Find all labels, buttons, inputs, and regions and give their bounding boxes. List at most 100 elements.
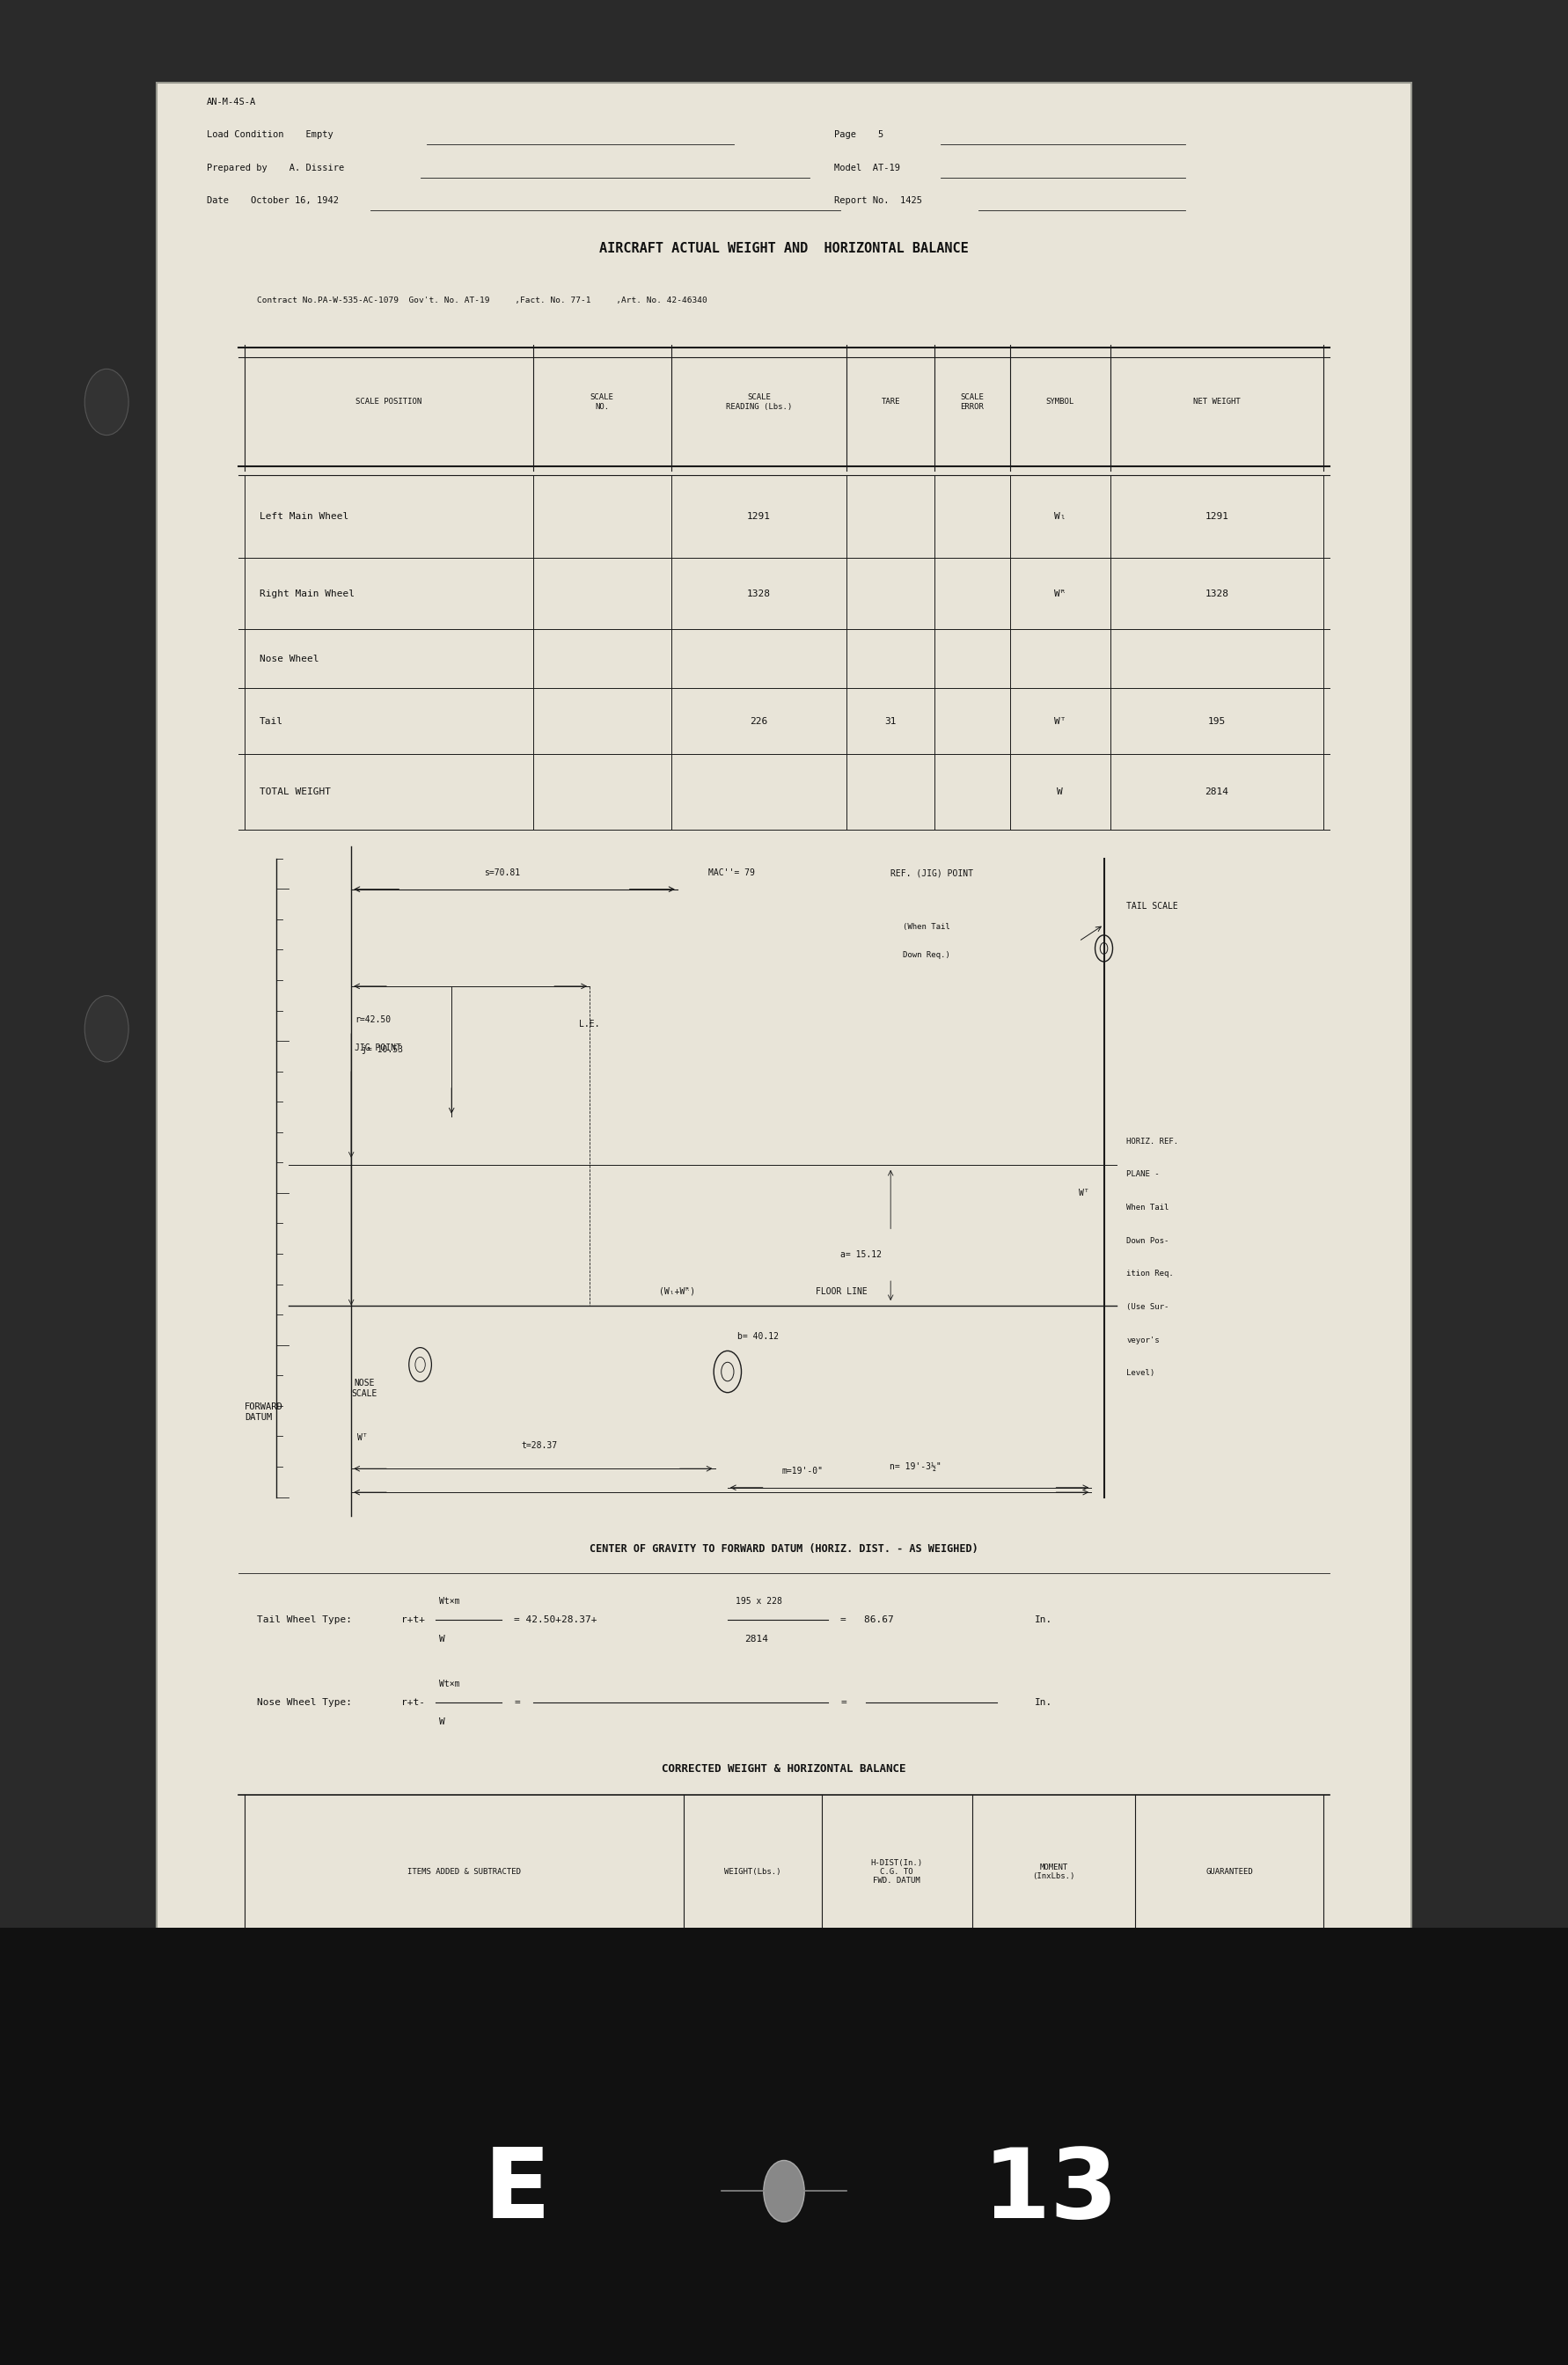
Text: b= 40.12: b= 40.12 xyxy=(737,1331,779,1341)
Text: Aircraft as Weighed: Aircraft as Weighed xyxy=(260,1984,373,1994)
Text: MAC''= 79: MAC''= 79 xyxy=(709,868,756,877)
Text: 13: 13 xyxy=(983,2145,1118,2237)
Text: 31: 31 xyxy=(884,717,897,726)
Text: =: = xyxy=(514,1698,521,1708)
Text: EMPTY: EMPTY xyxy=(339,2195,368,2204)
Text: 2814: 2814 xyxy=(1204,788,1229,797)
FancyBboxPatch shape xyxy=(157,83,1411,1951)
Text: Wt×m: Wt×m xyxy=(439,1596,459,1606)
Text: 257730: 257730 xyxy=(1036,2270,1071,2280)
Text: r=42.50: r=42.50 xyxy=(354,1015,390,1024)
Text: FORWARD
DATUM: FORWARD DATUM xyxy=(245,1402,284,1421)
Text: Load Condition    Empty: Load Condition Empty xyxy=(207,130,334,140)
Text: W: W xyxy=(439,1634,445,1644)
Text: 16713: 16713 xyxy=(1040,2053,1068,2062)
Text: =: = xyxy=(840,1698,847,1708)
Text: Left Main Wheel: Left Main Wheel xyxy=(260,513,348,520)
Text: In.: In. xyxy=(1035,1615,1052,1625)
Text: Report No.  1425: Report No. 1425 xyxy=(834,196,922,206)
Text: AIRCRAFT ACTUAL WEIGHT AND  HORIZONTAL BALANCE: AIRCRAFT ACTUAL WEIGHT AND HORIZONTAL BA… xyxy=(599,241,969,255)
Text: Nose Wheel: Nose Wheel xyxy=(260,655,318,662)
Text: 1328: 1328 xyxy=(1204,589,1229,598)
Text: t=28.37: t=28.37 xyxy=(521,1440,558,1450)
Text: GUARANTEED: GUARANTEED xyxy=(1206,1868,1253,1875)
Text: W: W xyxy=(439,1717,445,1726)
Text: MOMENT
(InxLbs.): MOMENT (InxLbs.) xyxy=(1032,1864,1076,1880)
Text: n= 19'-3½": n= 19'-3½" xyxy=(891,1462,941,1471)
Text: Down Req.): Down Req.) xyxy=(903,951,950,960)
Text: Wᵀ: Wᵀ xyxy=(1054,717,1066,726)
Text: Wᴿ: Wᴿ xyxy=(1054,589,1066,598)
Text: Wᵀ: Wᵀ xyxy=(358,1433,368,1443)
Text: Wᵀ: Wᵀ xyxy=(1079,1190,1088,1197)
Text: 2814: 2814 xyxy=(740,1984,765,1994)
Text: (53.2: (53.2 xyxy=(883,2121,911,2131)
Text: r+t-: r+t- xyxy=(401,1698,425,1708)
Text: WEIGHT: WEIGHT xyxy=(420,2195,456,2204)
Text: ITEMS ADDED & SUBTRACTED: ITEMS ADDED & SUBTRACTED xyxy=(408,1868,521,1875)
Text: Nose Wheel Type:: Nose Wheel Type: xyxy=(257,1698,353,1708)
Text: (Wₗ+Wᴿ): (Wₗ+Wᴿ) xyxy=(659,1287,696,1296)
Text: BALANCE  =  (H-Dist.) - s  =89.53-70.81 =23.7 % M.A.C.    to     % M.A.C.: BALANCE = (H-Dist.) - s =89.53-70.81 =23… xyxy=(257,2341,659,2351)
Text: TOTAL WEIGHT: TOTAL WEIGHT xyxy=(260,788,331,797)
Text: SYMBOL: SYMBOL xyxy=(1046,397,1074,407)
Text: NOSE
SCALE: NOSE SCALE xyxy=(351,1379,376,1398)
Text: veyor's: veyor's xyxy=(1126,1336,1160,1343)
Text: L.E.: L.E. xyxy=(579,1019,601,1029)
Text: -54: -54 xyxy=(743,2121,762,2131)
Text: Down Pos-: Down Pos- xyxy=(1126,1237,1170,1244)
Circle shape xyxy=(85,996,129,1062)
Text: 1291: 1291 xyxy=(1204,513,1229,520)
Text: Prepared by    A. Dissire: Prepared by A. Dissire xyxy=(207,163,345,173)
Text: W: W xyxy=(1057,788,1063,797)
Text: When Tail: When Tail xyxy=(1126,1204,1170,1211)
Text: Wt×m: Wt×m xyxy=(439,1679,459,1689)
Text: AN-M-4S-A: AN-M-4S-A xyxy=(207,97,257,106)
Text: CENTER OF GRAVITY TO FORWARD DATUM (HORIZ. DIST. - AS WEIGHED): CENTER OF GRAVITY TO FORWARD DATUM (HORI… xyxy=(590,1544,978,1554)
Text: In.: In. xyxy=(1035,1698,1052,1708)
Text: Plus - See Pages: Plus - See Pages xyxy=(260,2053,354,2062)
Text: 1328: 1328 xyxy=(746,589,771,598)
Text: Page    5: Page 5 xyxy=(834,130,884,140)
Text: Level): Level) xyxy=(1126,1369,1154,1376)
Text: 195: 195 xyxy=(1207,717,1226,726)
Text: (When Tail: (When Tail xyxy=(903,922,950,932)
Text: a= 15.12: a= 15.12 xyxy=(840,1251,881,1258)
Text: (Use Sur-: (Use Sur- xyxy=(1126,1303,1170,1310)
Text: 2878.7: 2878.7 xyxy=(735,2270,770,2280)
Text: NET WEIGHT: NET WEIGHT xyxy=(1193,397,1240,407)
Text: FLOOR LINE: FLOOR LINE xyxy=(815,1287,867,1296)
Circle shape xyxy=(764,2162,804,2223)
Text: 118.7: 118.7 xyxy=(739,2053,767,2062)
Text: Wₗ: Wₗ xyxy=(1054,513,1066,520)
Text: Minus - See Pages: Minus - See Pages xyxy=(260,2121,361,2131)
Text: 243889: 243889 xyxy=(1036,1984,1071,1994)
Text: PLANE -: PLANE - xyxy=(1126,1171,1160,1178)
Text: HORIZ. REF.: HORIZ. REF. xyxy=(1126,1138,1179,1145)
Text: Right Main Wheel: Right Main Wheel xyxy=(260,589,354,598)
Text: ition Req.: ition Req. xyxy=(1126,1270,1174,1277)
Text: SCALE
READING (Lbs.): SCALE READING (Lbs.) xyxy=(726,393,792,412)
Text: Tail: Tail xyxy=(260,717,284,726)
Text: -2872: -2872 xyxy=(1040,2121,1068,2131)
Circle shape xyxy=(85,369,129,435)
Text: TAIL SCALE: TAIL SCALE xyxy=(1126,901,1178,911)
Text: r+t+: r+t+ xyxy=(401,1615,425,1625)
Text: Tail Wheel Type:: Tail Wheel Type: xyxy=(257,1615,353,1625)
Text: WEIGHT(Lbs.): WEIGHT(Lbs.) xyxy=(724,1868,781,1875)
Text: m=19'-0": m=19'-0" xyxy=(782,1466,823,1476)
Text: SCALE POSITION: SCALE POSITION xyxy=(356,397,422,407)
Text: = 42.50+28.37+: = 42.50+28.37+ xyxy=(514,1615,597,1625)
Text: CORRECTED WEIGHT & HORIZONTAL BALANCE: CORRECTED WEIGHT & HORIZONTAL BALANCE xyxy=(662,1764,906,1774)
Text: E: E xyxy=(485,2145,550,2237)
Text: Model  AT-19: Model AT-19 xyxy=(834,163,900,173)
Text: --Gross--: --Gross-- xyxy=(263,2270,317,2280)
Text: TOTAL: TOTAL xyxy=(260,2195,290,2204)
Text: SCALE
NO.: SCALE NO. xyxy=(590,393,615,412)
Text: REF. (JIG) POINT: REF. (JIG) POINT xyxy=(891,868,974,877)
Text: JIG POINT: JIG POINT xyxy=(354,1043,401,1052)
Text: 89.53: 89.53 xyxy=(883,2270,911,2280)
Text: SCALE
ERROR: SCALE ERROR xyxy=(960,393,985,412)
Text: TARE: TARE xyxy=(881,397,900,407)
Text: 195 x 228: 195 x 228 xyxy=(735,1596,782,1606)
